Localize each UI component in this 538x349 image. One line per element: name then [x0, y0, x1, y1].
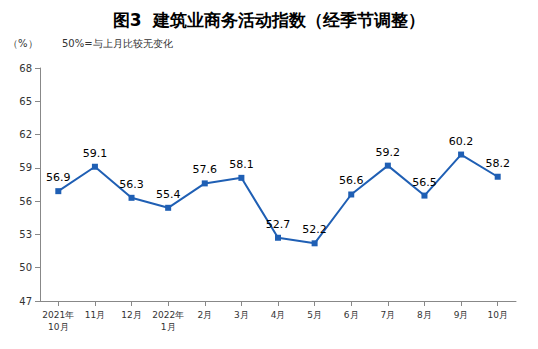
svg-text:10月: 10月: [487, 310, 507, 320]
svg-text:2021年: 2021年: [42, 310, 74, 320]
svg-text:47: 47: [19, 296, 32, 307]
svg-text:57.6: 57.6: [193, 163, 218, 176]
svg-text:53: 53: [19, 229, 32, 240]
svg-text:59: 59: [19, 162, 32, 173]
svg-text:62: 62: [19, 129, 32, 140]
svg-text:6月: 6月: [344, 310, 359, 320]
svg-text:59.1: 59.1: [83, 147, 108, 160]
svg-text:7月: 7月: [380, 310, 395, 320]
svg-text:56.9: 56.9: [46, 171, 71, 184]
svg-text:4月: 4月: [271, 310, 286, 320]
svg-text:12月: 12月: [121, 310, 141, 320]
svg-text:11月: 11月: [85, 310, 105, 320]
svg-text:56.6: 56.6: [339, 174, 364, 187]
svg-text:52.7: 52.7: [266, 218, 291, 231]
svg-text:9月: 9月: [454, 310, 469, 320]
svg-text:10月: 10月: [48, 322, 68, 332]
svg-text:1月: 1月: [161, 322, 176, 332]
svg-text:55.4: 55.4: [156, 188, 181, 201]
svg-text:68: 68: [19, 63, 32, 74]
svg-text:56: 56: [19, 196, 32, 207]
svg-text:5月: 5月: [307, 310, 322, 320]
svg-text:60.2: 60.2: [449, 135, 474, 148]
svg-text:56.5: 56.5: [412, 176, 437, 189]
svg-text:50%=与上月比较无变化: 50%=与上月比较无变化: [62, 38, 173, 49]
svg-text:8月: 8月: [417, 310, 432, 320]
svg-text:（%）: （%）: [8, 38, 38, 49]
svg-text:2月: 2月: [197, 310, 212, 320]
svg-text:58.1: 58.1: [229, 158, 254, 171]
svg-text:58.2: 58.2: [485, 157, 510, 170]
svg-text:59.2: 59.2: [376, 146, 401, 159]
svg-text:2022年: 2022年: [152, 310, 184, 320]
svg-text:50: 50: [19, 262, 32, 273]
svg-text:65: 65: [19, 96, 32, 107]
svg-text:图3 建筑业商务活动指数（经季节调整）: 图3 建筑业商务活动指数（经季节调整）: [113, 10, 426, 30]
svg-text:52.2: 52.2: [302, 223, 327, 236]
svg-text:56.3: 56.3: [119, 178, 144, 191]
svg-text:3月: 3月: [234, 310, 249, 320]
